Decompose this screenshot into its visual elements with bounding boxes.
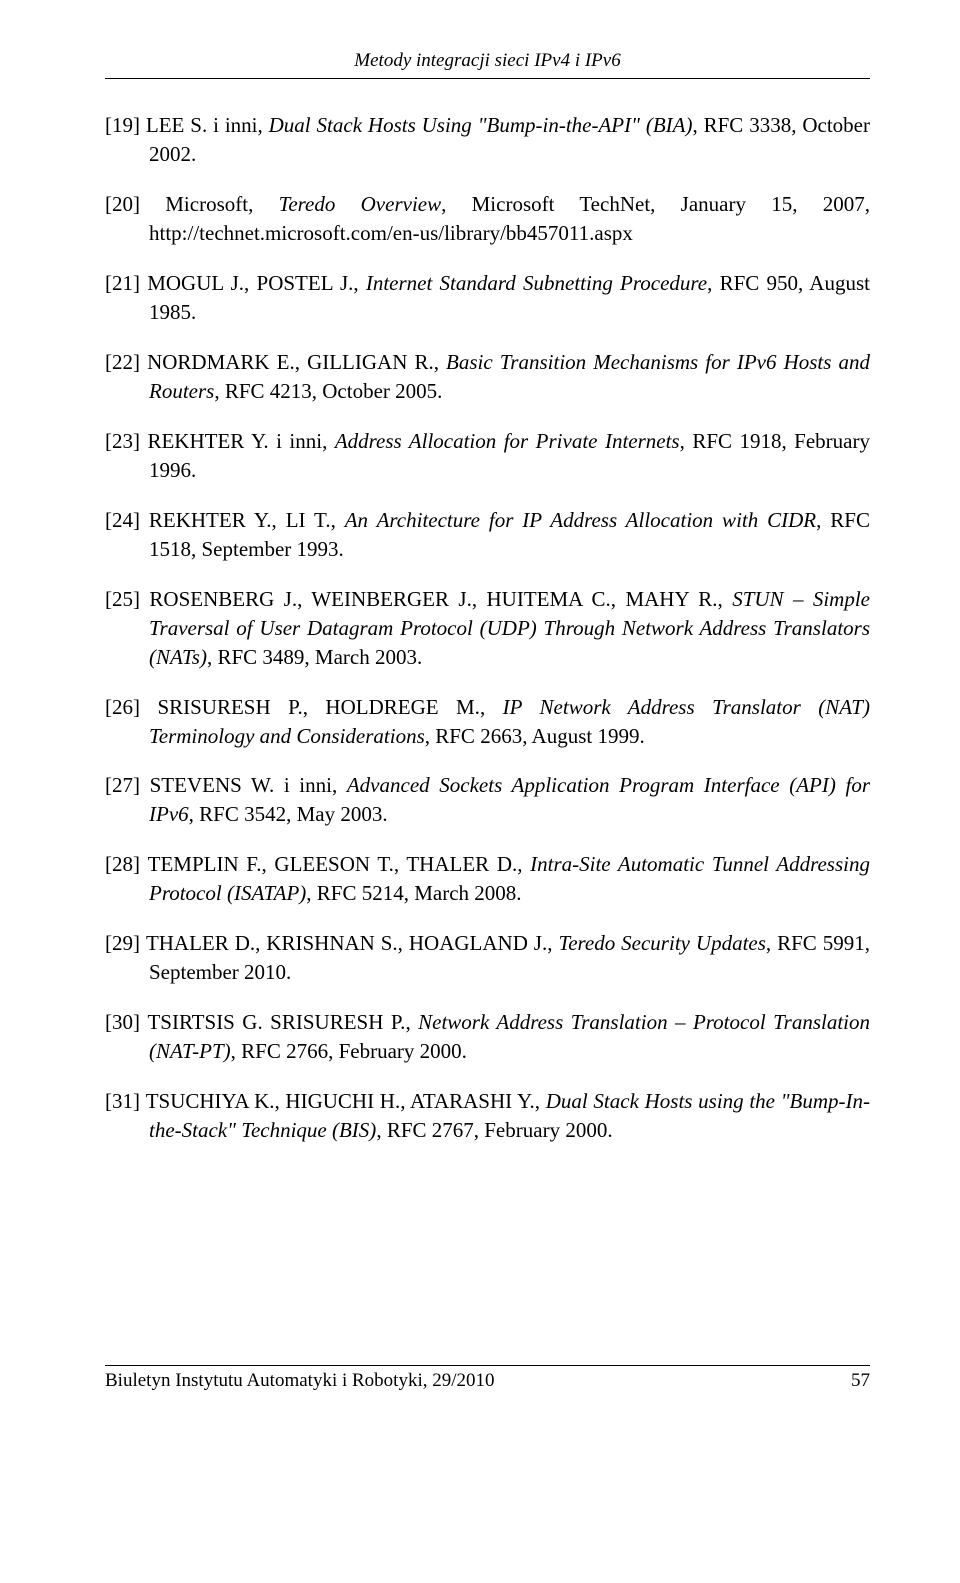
reference-item: [28] TEMPLIN F., GLEESON T., THALER D. , …	[105, 850, 870, 908]
reference-number: [21]	[105, 271, 147, 295]
reference-authors: ROSENBERG J., WEINBERGER J., HUITEMA C.,…	[149, 587, 717, 611]
reference-item: [31] TSUCHIYA K., HIGUCHI H., ATARASHI Y…	[105, 1087, 870, 1145]
reference-text: ,	[434, 350, 446, 374]
reference-title: An Architecture for IP Address Allocatio…	[345, 508, 816, 532]
reference-tail: , RFC 5214, March 2008.	[306, 881, 521, 905]
page: Metody integracji sieci IPv4 i IPv6 [19]…	[0, 0, 960, 1432]
reference-number: [25]	[105, 587, 149, 611]
reference-number: [22]	[105, 350, 147, 374]
reference-text: Microsoft,	[165, 192, 278, 216]
reference-text: ,	[535, 1089, 546, 1113]
reference-authors: STEVENS W.	[150, 773, 275, 797]
reference-title: Teredo Security Updates	[558, 931, 765, 955]
reference-text: ,	[480, 695, 503, 719]
reference-text: ,	[547, 931, 558, 955]
reference-authors: MOGUL J., POSTEL J.	[147, 271, 353, 295]
reference-text: ,	[405, 1010, 418, 1034]
reference-item: [26] SRISURESH P., HOLDREGE M., IP Netwo…	[105, 693, 870, 751]
reference-text: ,	[718, 587, 733, 611]
reference-authors: TSIRTSIS G. SRISURESH P.	[147, 1010, 405, 1034]
reference-item: [21] MOGUL J., POSTEL J., Internet Stand…	[105, 269, 870, 327]
reference-number: [28]	[105, 852, 148, 876]
page-footer: Biuletyn Instytutu Automatyki i Robotyki…	[105, 1365, 870, 1392]
reference-tail: , RFC 4213, October 2005.	[214, 379, 442, 403]
reference-authors: REKHTER Y., LI T.	[149, 508, 331, 532]
reference-number: [27]	[105, 773, 150, 797]
reference-authors: LEE S.	[146, 113, 207, 137]
reference-number: [23]	[105, 429, 147, 453]
reference-number: [31]	[105, 1089, 146, 1113]
reference-tail: , RFC 3489, March 2003.	[207, 645, 422, 669]
reference-title: Dual Stack Hosts Using "Bump-in-the-API"…	[269, 113, 693, 137]
reference-authors: NORDMARK E., GILLIGAN R.	[147, 350, 434, 374]
reference-item: [19] LEE S. i inni, Dual Stack Hosts Usi…	[105, 111, 870, 169]
reference-item: [23] REKHTER Y. i inni, Address Allocati…	[105, 427, 870, 485]
reference-text: ,	[517, 852, 530, 876]
reference-number: [29]	[105, 931, 146, 955]
reference-item: [20] Microsoft, Teredo Overview, Microso…	[105, 190, 870, 248]
reference-item: [24] REKHTER Y., LI T., An Architecture …	[105, 506, 870, 564]
reference-tail: , RFC 3542, May 2003.	[189, 802, 388, 826]
page-header: Metody integracji sieci IPv4 i IPv6	[105, 50, 870, 79]
reference-tail: , RFC 2767, February 2000.	[376, 1118, 612, 1142]
reference-authors: TEMPLIN F., GLEESON T., THALER D.	[148, 852, 518, 876]
reference-number: [26]	[105, 695, 157, 719]
reference-item: [27] STEVENS W. i inni, Advanced Sockets…	[105, 771, 870, 829]
reference-authors: SRISURESH P., HOLDREGE M.	[157, 695, 479, 719]
reference-number: [20]	[105, 192, 165, 216]
reference-title: Address Allocation for Private Internets	[335, 429, 680, 453]
reference-tail: , RFC 2663, August 1999.	[425, 724, 645, 748]
reference-title: Internet Standard Subnetting Procedure	[366, 271, 707, 295]
reference-text: i inni,	[207, 113, 268, 137]
reference-tail: , RFC 2766, February 2000.	[231, 1039, 467, 1063]
reference-text: ,	[331, 508, 345, 532]
reference-item: [25] ROSENBERG J., WEINBERGER J., HUITEM…	[105, 585, 870, 672]
footer-left: Biuletyn Instytutu Automatyki i Robotyki…	[105, 1370, 495, 1392]
reference-title: Teredo Overview	[279, 192, 442, 216]
reference-number: [19]	[105, 113, 146, 137]
references-list: [19] LEE S. i inni, Dual Stack Hosts Usi…	[105, 111, 870, 1145]
reference-text: i inni,	[269, 429, 335, 453]
footer-page-number: 57	[851, 1370, 870, 1392]
reference-item: [29] THALER D., KRISHNAN S., HOAGLAND J.…	[105, 929, 870, 987]
reference-text: ,	[353, 271, 365, 295]
reference-number: [30]	[105, 1010, 147, 1034]
reference-number: [24]	[105, 508, 149, 532]
reference-text: i inni,	[274, 773, 347, 797]
reference-item: [22] NORDMARK E., GILLIGAN R., Basic Tra…	[105, 348, 870, 406]
reference-authors: REKHTER Y.	[147, 429, 268, 453]
reference-authors: THALER D., KRISHNAN S., HOAGLAND J.	[146, 931, 547, 955]
reference-authors: TSUCHIYA K., HIGUCHI H., ATARASHI Y.	[146, 1089, 535, 1113]
reference-item: [30] TSIRTSIS G. SRISURESH P., Network A…	[105, 1008, 870, 1066]
